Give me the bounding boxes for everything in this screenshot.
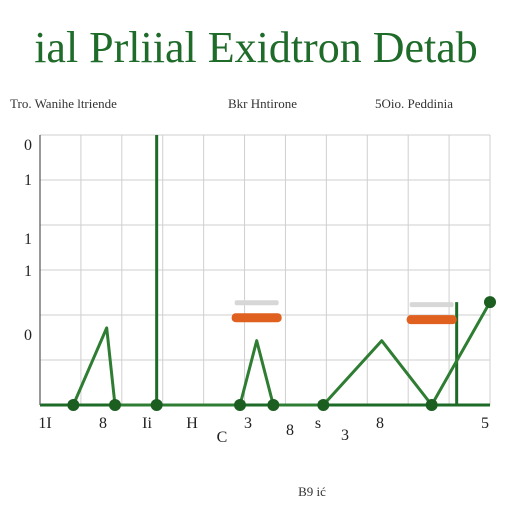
highlight-shadow	[409, 302, 454, 308]
series-line	[71, 301, 492, 407]
subtitle-3: 5Oio. Peddinia	[375, 96, 453, 111]
x-tick-label: 3	[341, 427, 349, 444]
x-tick-label: 8	[286, 422, 294, 439]
x-tick-label: H	[186, 415, 198, 432]
x-tick-label: 3	[244, 415, 252, 432]
y-tick-label: 0	[24, 327, 32, 344]
y-tick-label: 1	[24, 263, 32, 280]
data-point	[317, 399, 330, 411]
highlight-shadow	[234, 300, 279, 306]
y-tick-label: 1	[24, 231, 32, 248]
y-tick-label: 0	[24, 137, 32, 154]
grid	[39, 134, 491, 406]
x-tick-label: 8	[99, 415, 107, 432]
data-point	[67, 399, 80, 411]
data-point	[109, 399, 121, 411]
x-tick-label: Ii	[142, 415, 152, 432]
series	[67, 296, 496, 411]
data-point	[150, 399, 163, 411]
highlight-mark	[231, 313, 282, 323]
footer-label: B9 ić	[298, 484, 326, 499]
data-point	[484, 296, 496, 309]
highlights	[231, 300, 457, 325]
y-tick-label: 1	[24, 172, 32, 189]
subtitle-1: Tro. Wanihe ltriende	[10, 96, 117, 111]
x-tick-label: C	[217, 429, 228, 446]
data-point	[234, 399, 246, 411]
data-point	[267, 399, 280, 411]
data-point	[425, 399, 438, 411]
x-tick-label: 8	[376, 415, 384, 432]
x-tick-label: 5	[481, 415, 489, 432]
x-tick-label: 1I	[38, 415, 51, 432]
highlight-mark	[406, 315, 457, 325]
subtitle-2: Bkr Hntirone	[228, 96, 297, 111]
x-tick-label: s	[315, 415, 321, 432]
chart-title: ial Prliial Exidtron Detab	[34, 23, 478, 72]
